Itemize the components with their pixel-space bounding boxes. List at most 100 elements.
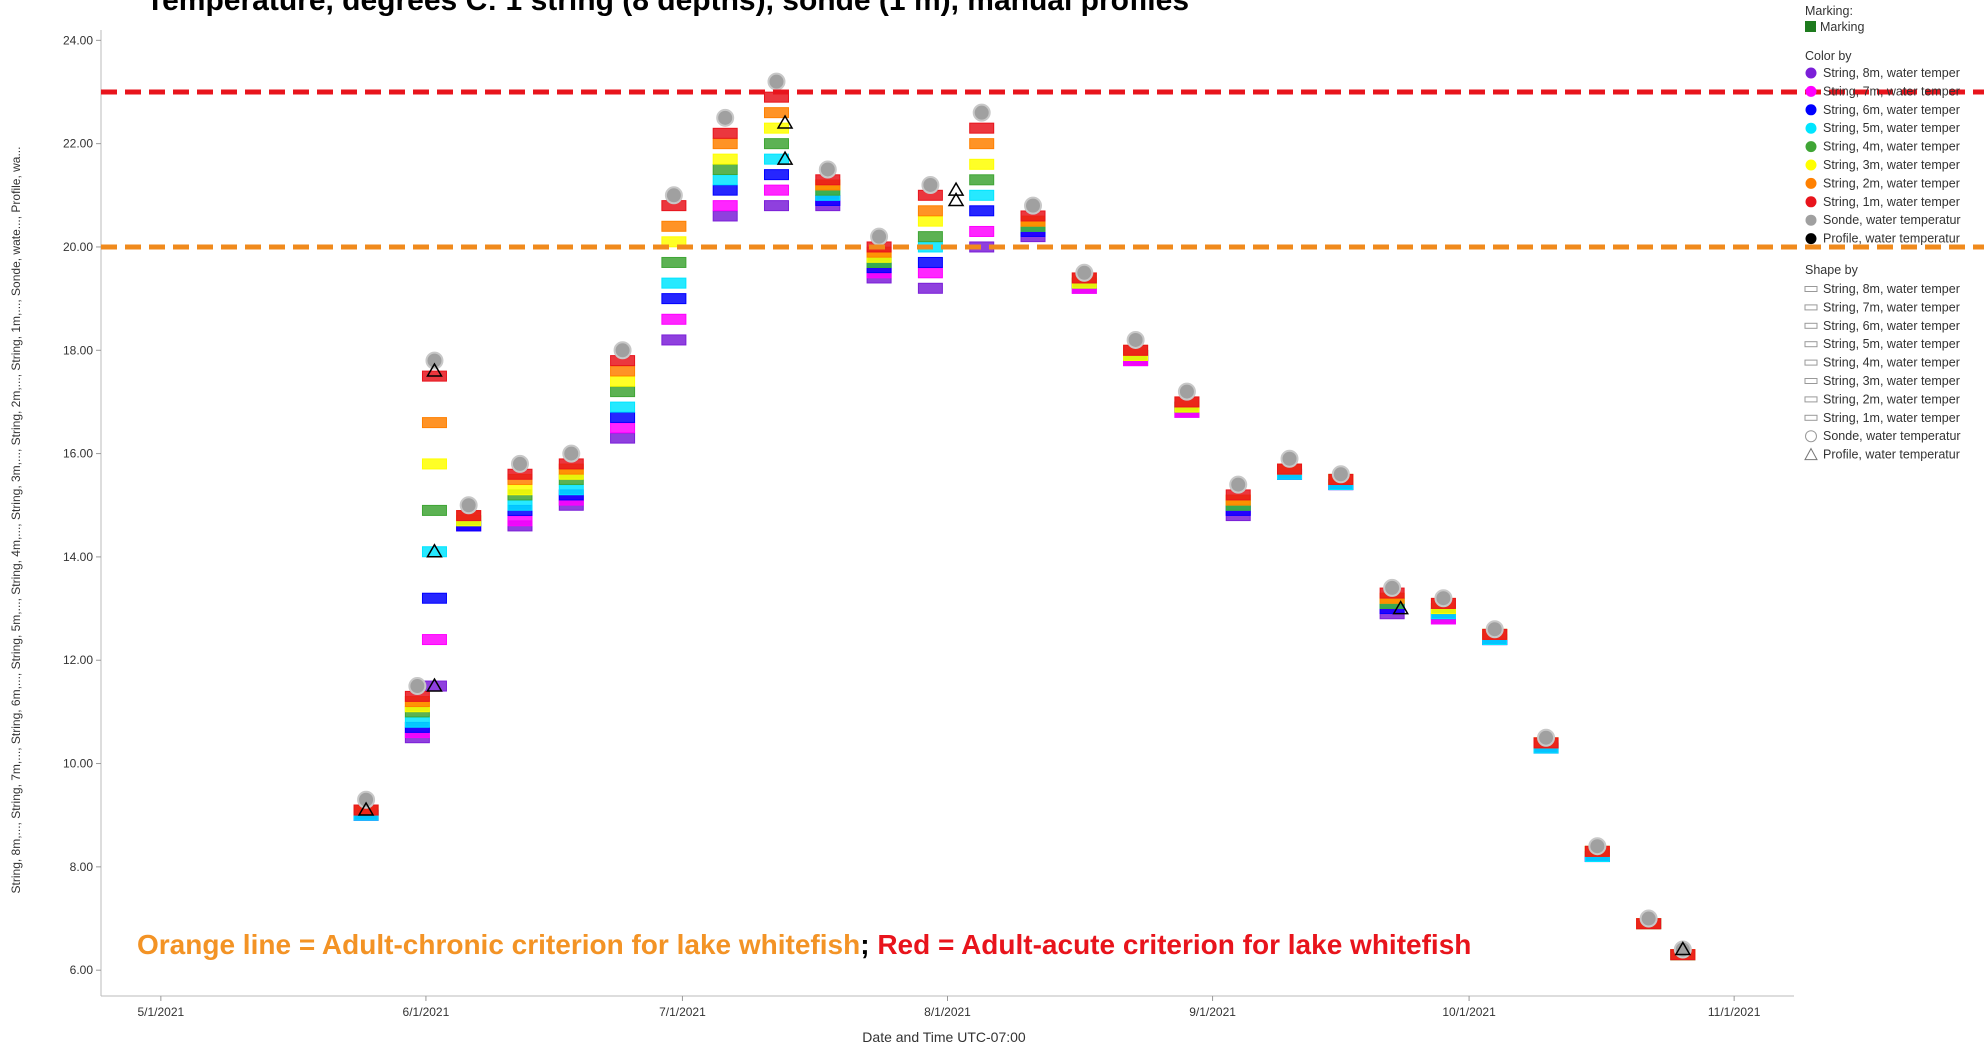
string-point — [661, 256, 687, 268]
x-tick-label: 6/1/2021 — [403, 1005, 450, 1019]
legend-swatch — [1805, 122, 1817, 134]
legend-shape — [1804, 304, 1818, 311]
string-point — [661, 293, 687, 305]
string-point — [507, 484, 533, 496]
sonde-point — [972, 103, 991, 122]
y-tick-label: 8.00 — [70, 860, 94, 874]
string-point — [610, 401, 636, 413]
legend-label: String, 5m, water temper — [1823, 121, 1960, 135]
string-point — [969, 189, 995, 201]
sonde-point — [357, 790, 376, 809]
legend-shape — [1805, 430, 1817, 443]
string-point — [917, 267, 943, 279]
legend-shape — [1804, 378, 1818, 384]
string-point — [969, 138, 995, 150]
sonde-point — [1537, 728, 1556, 747]
chart-title: Temperature, degrees C: 1 string (8 dept… — [146, 0, 1189, 17]
sonde-point — [818, 160, 837, 179]
string-point — [421, 458, 447, 470]
string-point — [763, 200, 789, 212]
sonde-point — [664, 186, 683, 205]
string-point — [610, 411, 636, 423]
legend-shape — [1804, 359, 1818, 366]
sonde-point — [1639, 909, 1658, 928]
legend-label: Profile, water temperatur — [1823, 232, 1960, 246]
legend-label: String, 5m, water temper — [1823, 337, 1960, 351]
sonde-point — [1229, 475, 1248, 494]
sonde-point — [1177, 382, 1196, 401]
legend-swatch — [1805, 233, 1817, 245]
string-point — [969, 158, 995, 170]
legend-label: Marking — [1820, 20, 1865, 34]
legend-swatch — [1805, 159, 1817, 171]
profile-point — [947, 191, 965, 207]
x-tick-label: 7/1/2021 — [659, 1005, 706, 1019]
string-point — [661, 220, 687, 232]
legend-shape — [1804, 414, 1818, 421]
sonde-point — [425, 351, 444, 370]
legend-label: Profile, water temperatur — [1823, 448, 1960, 462]
y-tick-label: 6.00 — [70, 963, 94, 977]
x-tick-label: 8/1/2021 — [924, 1005, 971, 1019]
profile-point — [357, 801, 375, 816]
y-tick-label: 22.00 — [63, 137, 93, 151]
string-point — [558, 484, 584, 496]
string-point — [969, 174, 995, 186]
sonde-point — [1434, 589, 1453, 608]
string-point — [712, 127, 738, 139]
string-point — [917, 282, 943, 294]
string-point — [610, 432, 636, 444]
y-tick-label: 24.00 — [63, 33, 93, 47]
legend-label: String, 4m, water temper — [1823, 356, 1960, 370]
sonde-point — [1383, 578, 1402, 597]
legend-label: String, 2m, water temper — [1823, 176, 1960, 190]
string-point — [712, 210, 738, 222]
y-axis-label: String, 8m,..., String, 7m,..., String, … — [9, 147, 23, 894]
legend-swatch — [1805, 177, 1817, 189]
legend-title: Shape by — [1805, 263, 1859, 277]
sonde-point — [1075, 263, 1094, 282]
legend-swatch — [1805, 85, 1817, 97]
sonde-point — [459, 496, 478, 515]
profile-point — [426, 543, 443, 558]
sonde-point — [1024, 196, 1043, 215]
sonde-point — [921, 175, 940, 194]
sonde-point — [767, 72, 786, 91]
string-point — [969, 205, 995, 217]
string-point — [763, 184, 789, 196]
legend-label: String, 7m, water temper — [1823, 84, 1960, 98]
profile-point — [776, 114, 794, 129]
string-point — [917, 205, 943, 217]
legend-label: String, 2m, water temper — [1823, 392, 1960, 406]
plot-area — [353, 72, 1696, 961]
string-point — [421, 504, 447, 516]
string-point — [661, 236, 687, 248]
legend-label: Sonde, water temperatur — [1823, 429, 1961, 443]
legend-swatch — [1805, 67, 1817, 79]
legend-label: Sonde, water temperatur — [1823, 213, 1961, 227]
string-point — [763, 153, 789, 165]
x-tick-label: 10/1/2021 — [1442, 1005, 1496, 1019]
legend-shape — [1804, 322, 1818, 329]
string-point — [661, 334, 687, 346]
legend-label: String, 4m, water temper — [1823, 140, 1960, 154]
string-point — [917, 256, 943, 268]
string-point — [712, 138, 738, 150]
sonde-point — [613, 341, 632, 360]
legend-swatch — [1805, 196, 1817, 208]
profile-point — [426, 677, 443, 692]
annotation-part: Orange line = Adult-chronic criterion fo… — [137, 929, 860, 960]
string-point — [763, 138, 789, 150]
y-tick-label: 12.00 — [63, 653, 93, 667]
legend-label: String, 8m, water temper — [1823, 66, 1960, 80]
string-point — [404, 716, 430, 728]
string-point — [712, 200, 738, 212]
profile-point — [947, 181, 965, 196]
string-point — [610, 365, 636, 377]
y-tick-label: 20.00 — [63, 240, 93, 254]
sonde-point — [1126, 330, 1145, 349]
annotation: Orange line = Adult-chronic criterion fo… — [137, 929, 1471, 960]
legend-label: String, 6m, water temper — [1823, 319, 1960, 333]
legend-label: String, 6m, water temper — [1823, 103, 1960, 117]
